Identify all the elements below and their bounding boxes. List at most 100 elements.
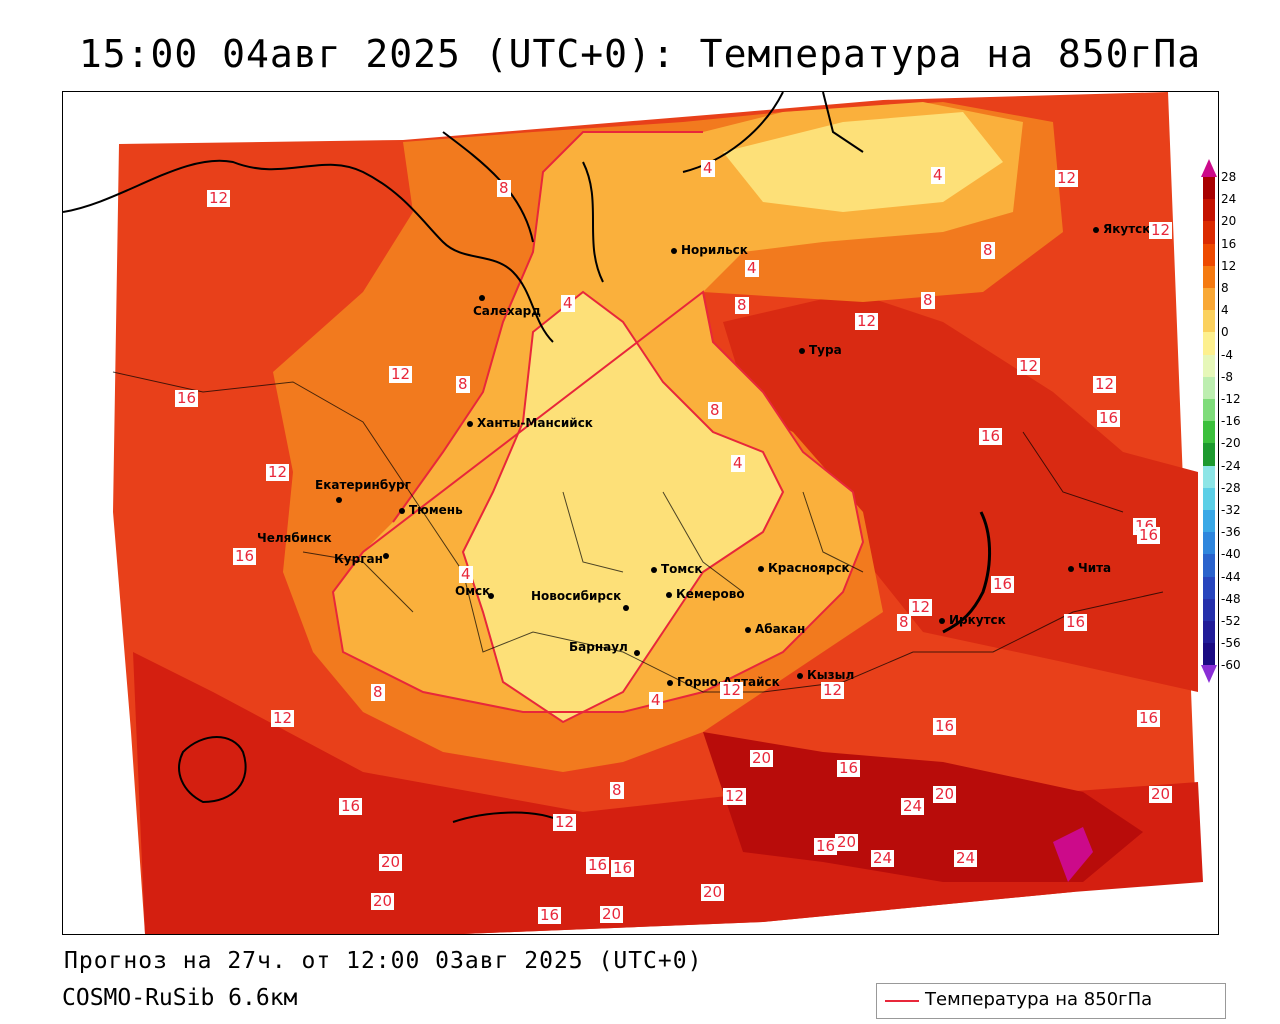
contour-label: 4 bbox=[701, 159, 715, 177]
scale-max-arrow-icon bbox=[1201, 159, 1217, 177]
scale-segment bbox=[1203, 598, 1215, 621]
scale-segment bbox=[1203, 487, 1215, 510]
contour-label: 16 bbox=[1064, 613, 1088, 631]
contour-label: 16 bbox=[837, 759, 861, 777]
contour-label: 8 bbox=[981, 241, 995, 259]
city-label: Абакан bbox=[745, 622, 805, 636]
scale-segment bbox=[1203, 643, 1215, 666]
contour-label: 16 bbox=[1097, 409, 1121, 427]
contour-label: 8 bbox=[708, 401, 722, 419]
city-dot-icon bbox=[623, 604, 629, 611]
scale-tick-label: -24 bbox=[1221, 458, 1241, 473]
scale-segment bbox=[1203, 554, 1215, 577]
city-dot-icon bbox=[467, 420, 473, 427]
city-dot-icon bbox=[667, 679, 673, 686]
contour-label: 12 bbox=[821, 681, 845, 699]
contour-label: 12 bbox=[553, 813, 577, 831]
field-16-east bbox=[723, 292, 1198, 692]
lake-baikal bbox=[942, 511, 991, 634]
city-dot-icon bbox=[1068, 565, 1074, 572]
scale-tick-label: 20 bbox=[1221, 214, 1237, 229]
scale-segment bbox=[1203, 399, 1215, 422]
color-scale: 28 24 20 16 12 8 4 0 -4 -8 -12 -16 -20 -24 -28 -32 -36 -4… bbox=[1199, 159, 1269, 689]
scale-segment bbox=[1203, 199, 1215, 222]
contour-label: 16 bbox=[586, 856, 610, 874]
scale-segment bbox=[1203, 243, 1215, 266]
contour-label: 16 bbox=[991, 575, 1015, 593]
contour-label: 12 bbox=[909, 598, 933, 616]
scale-tick-label: -36 bbox=[1221, 525, 1241, 540]
contour-label: 20 bbox=[933, 785, 957, 803]
contour-8 bbox=[331, 131, 865, 713]
city-label: Новосибирск bbox=[531, 589, 622, 603]
city-dot-icon bbox=[488, 592, 494, 599]
contour-label: 12 bbox=[720, 681, 744, 699]
city-dot-icon bbox=[666, 591, 672, 598]
borders bbox=[112, 371, 1164, 693]
contour-label: 8 bbox=[371, 683, 385, 701]
city-label: Иркутск bbox=[939, 613, 1006, 627]
city-label: Екатеринбург bbox=[315, 478, 411, 492]
city-label: Красноярск bbox=[758, 561, 850, 575]
city-dot-icon bbox=[336, 496, 342, 503]
temperature-map[interactable]: Норильск Якутск Салехард Тура Ханты-Манс… bbox=[62, 91, 1219, 935]
contour-label: 16 bbox=[1137, 709, 1161, 727]
scale-tick-label: -40 bbox=[1221, 547, 1241, 562]
field-0-4-north bbox=[723, 112, 1003, 212]
scale-tick-label: -44 bbox=[1221, 569, 1241, 584]
city-label: Якутск bbox=[1093, 222, 1150, 236]
scale-segment bbox=[1203, 177, 1215, 200]
scale-tick-label: 28 bbox=[1221, 170, 1237, 184]
city-label bbox=[336, 492, 346, 506]
city-label: Челябинск bbox=[257, 531, 332, 545]
scale-segment bbox=[1203, 354, 1215, 377]
contour-label: 16 bbox=[814, 837, 838, 855]
city-dot-icon bbox=[745, 626, 751, 633]
city-dot-icon bbox=[634, 649, 640, 656]
city-label: Курган bbox=[334, 552, 383, 566]
city-label: Салехард bbox=[473, 304, 541, 318]
contour-label: 16 bbox=[339, 797, 363, 815]
scale-segment bbox=[1203, 576, 1215, 599]
scale-tick-label: 4 bbox=[1221, 303, 1229, 318]
city-label: Омск bbox=[455, 584, 491, 598]
scale-tick-label: -28 bbox=[1221, 480, 1241, 495]
contour-label: 16 bbox=[933, 717, 957, 735]
scale-tick-label: 12 bbox=[1221, 258, 1237, 273]
contour-label: 20 bbox=[379, 853, 403, 871]
scale-segment bbox=[1203, 376, 1215, 399]
contour-label: 12 bbox=[855, 312, 879, 330]
city-label: Барнаул bbox=[569, 640, 628, 654]
contour-label: 24 bbox=[871, 849, 895, 867]
contour-label: 4 bbox=[561, 294, 575, 312]
city-label bbox=[634, 645, 644, 659]
contour-label: 16 bbox=[233, 547, 257, 565]
scale-tick-label: 0 bbox=[1221, 325, 1229, 340]
scale-segment bbox=[1203, 221, 1215, 244]
contour-label: 24 bbox=[954, 849, 978, 867]
city-label: Кемерово bbox=[666, 587, 745, 601]
city-label bbox=[623, 600, 633, 614]
contour-label: 4 bbox=[649, 691, 663, 709]
city-dot-icon bbox=[671, 247, 677, 254]
scale-tick-label: 16 bbox=[1221, 236, 1237, 251]
city-label bbox=[467, 416, 477, 430]
scale-tick-label: -52 bbox=[1221, 614, 1241, 628]
forecast-info: Прогноз на 27ч. от 12:00 03авг 2025 (UTC… bbox=[64, 948, 703, 974]
legend: Температура на 850гПа bbox=[876, 983, 1226, 1019]
contour-label: 12 bbox=[723, 787, 747, 805]
scale-segment bbox=[1203, 332, 1215, 355]
contour-label: 12 bbox=[266, 463, 290, 481]
city-dot-icon bbox=[799, 347, 805, 354]
scale-segment bbox=[1203, 310, 1215, 333]
city-label: Тюмень bbox=[399, 503, 463, 517]
contour-label: 4 bbox=[745, 259, 759, 277]
scale-segment bbox=[1203, 465, 1215, 488]
caspian-sea bbox=[178, 736, 247, 804]
field-28 bbox=[1053, 827, 1093, 882]
city-label bbox=[383, 548, 393, 562]
city-label: Кызыл bbox=[797, 668, 854, 682]
contour-label: 24 bbox=[901, 797, 925, 815]
contour-label: 8 bbox=[921, 291, 935, 309]
balkhash bbox=[452, 811, 564, 823]
